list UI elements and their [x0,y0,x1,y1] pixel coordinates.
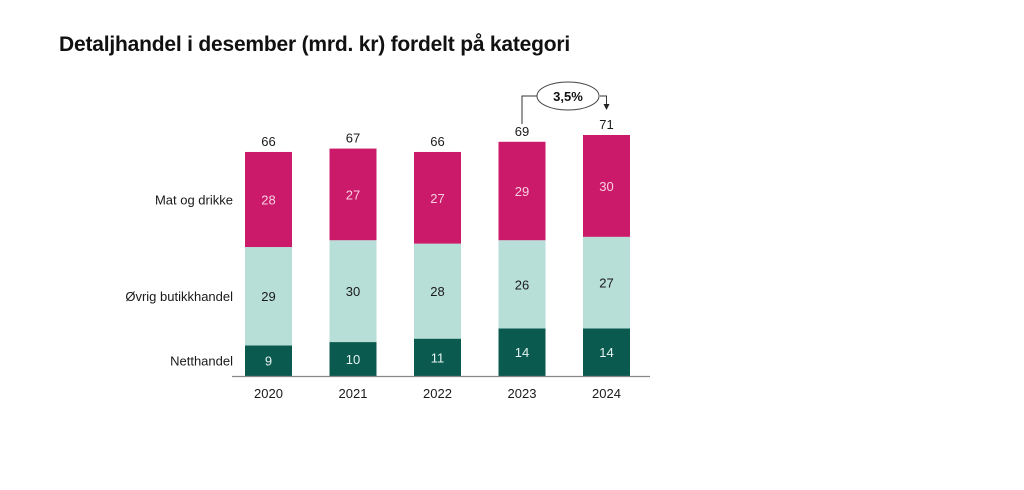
data-label: 30 [599,179,613,194]
bar-segment-mat-og-drikke-2024 [583,135,630,237]
total-label-2023: 69 [515,124,529,139]
legend-label: Øvrig butikkhandel [125,289,233,304]
bar-segment-mat-og-drikke-2021 [329,148,377,241]
total-label-2020: 66 [261,134,275,149]
data-label: 28 [430,284,444,299]
data-label: 27 [599,276,613,291]
annotation-bracket-left [521,95,537,124]
bar-segment--vrig-butikkhandel-2021 [329,240,377,343]
bar-segment-netthandel-2024 [583,328,630,376]
bar-segment-netthandel-2021 [329,342,377,376]
x-tick-label: 2022 [423,386,452,401]
legend-label: Mat og drikke [155,192,233,207]
x-tick-label: 2020 [254,386,283,401]
bar-segment--vrig-butikkhandel-2020 [245,247,292,346]
data-label: 14 [515,345,529,360]
bar-segment-netthandel-2022 [414,338,461,376]
data-label: 27 [430,191,444,206]
data-label: 10 [346,352,360,367]
data-label: 29 [261,289,275,304]
bar-segment--vrig-butikkhandel-2023 [498,240,546,329]
bar-segment--vrig-butikkhandel-2022 [414,243,461,339]
data-label: 26 [515,277,529,292]
annotation-bracket-right [600,95,607,107]
chart-title: Detaljhandel i desember (mrd. kr) fordel… [59,33,571,56]
total-label-2021: 67 [346,131,360,146]
data-label: 27 [346,187,360,202]
data-label: 30 [346,284,360,299]
bar-segment--vrig-butikkhandel-2024 [583,236,630,329]
data-label: 29 [515,184,529,199]
bar-segment-netthandel-2023 [498,328,546,376]
x-tick-label: 2024 [592,386,621,401]
x-tick-label: 2021 [339,386,368,401]
annotation-growth-label: 3,5% [553,89,583,104]
data-label: 9 [265,354,272,369]
legend-label: Netthandel [170,354,233,369]
data-label: 14 [599,345,613,360]
annotation-arrowhead-icon [603,104,610,110]
bar-segment-mat-og-drikke-2020 [245,151,292,248]
data-label: 11 [431,350,445,365]
bar-segment-netthandel-2020 [245,345,292,376]
bar-segment-mat-og-drikke-2023 [498,141,546,241]
bar-segment-mat-og-drikke-2022 [414,151,461,244]
total-label-2022: 66 [430,134,444,149]
annotation-ellipse [536,81,600,111]
total-label-2024: 71 [599,117,613,132]
data-label: 28 [261,192,275,207]
x-tick-label: 2023 [508,386,537,401]
